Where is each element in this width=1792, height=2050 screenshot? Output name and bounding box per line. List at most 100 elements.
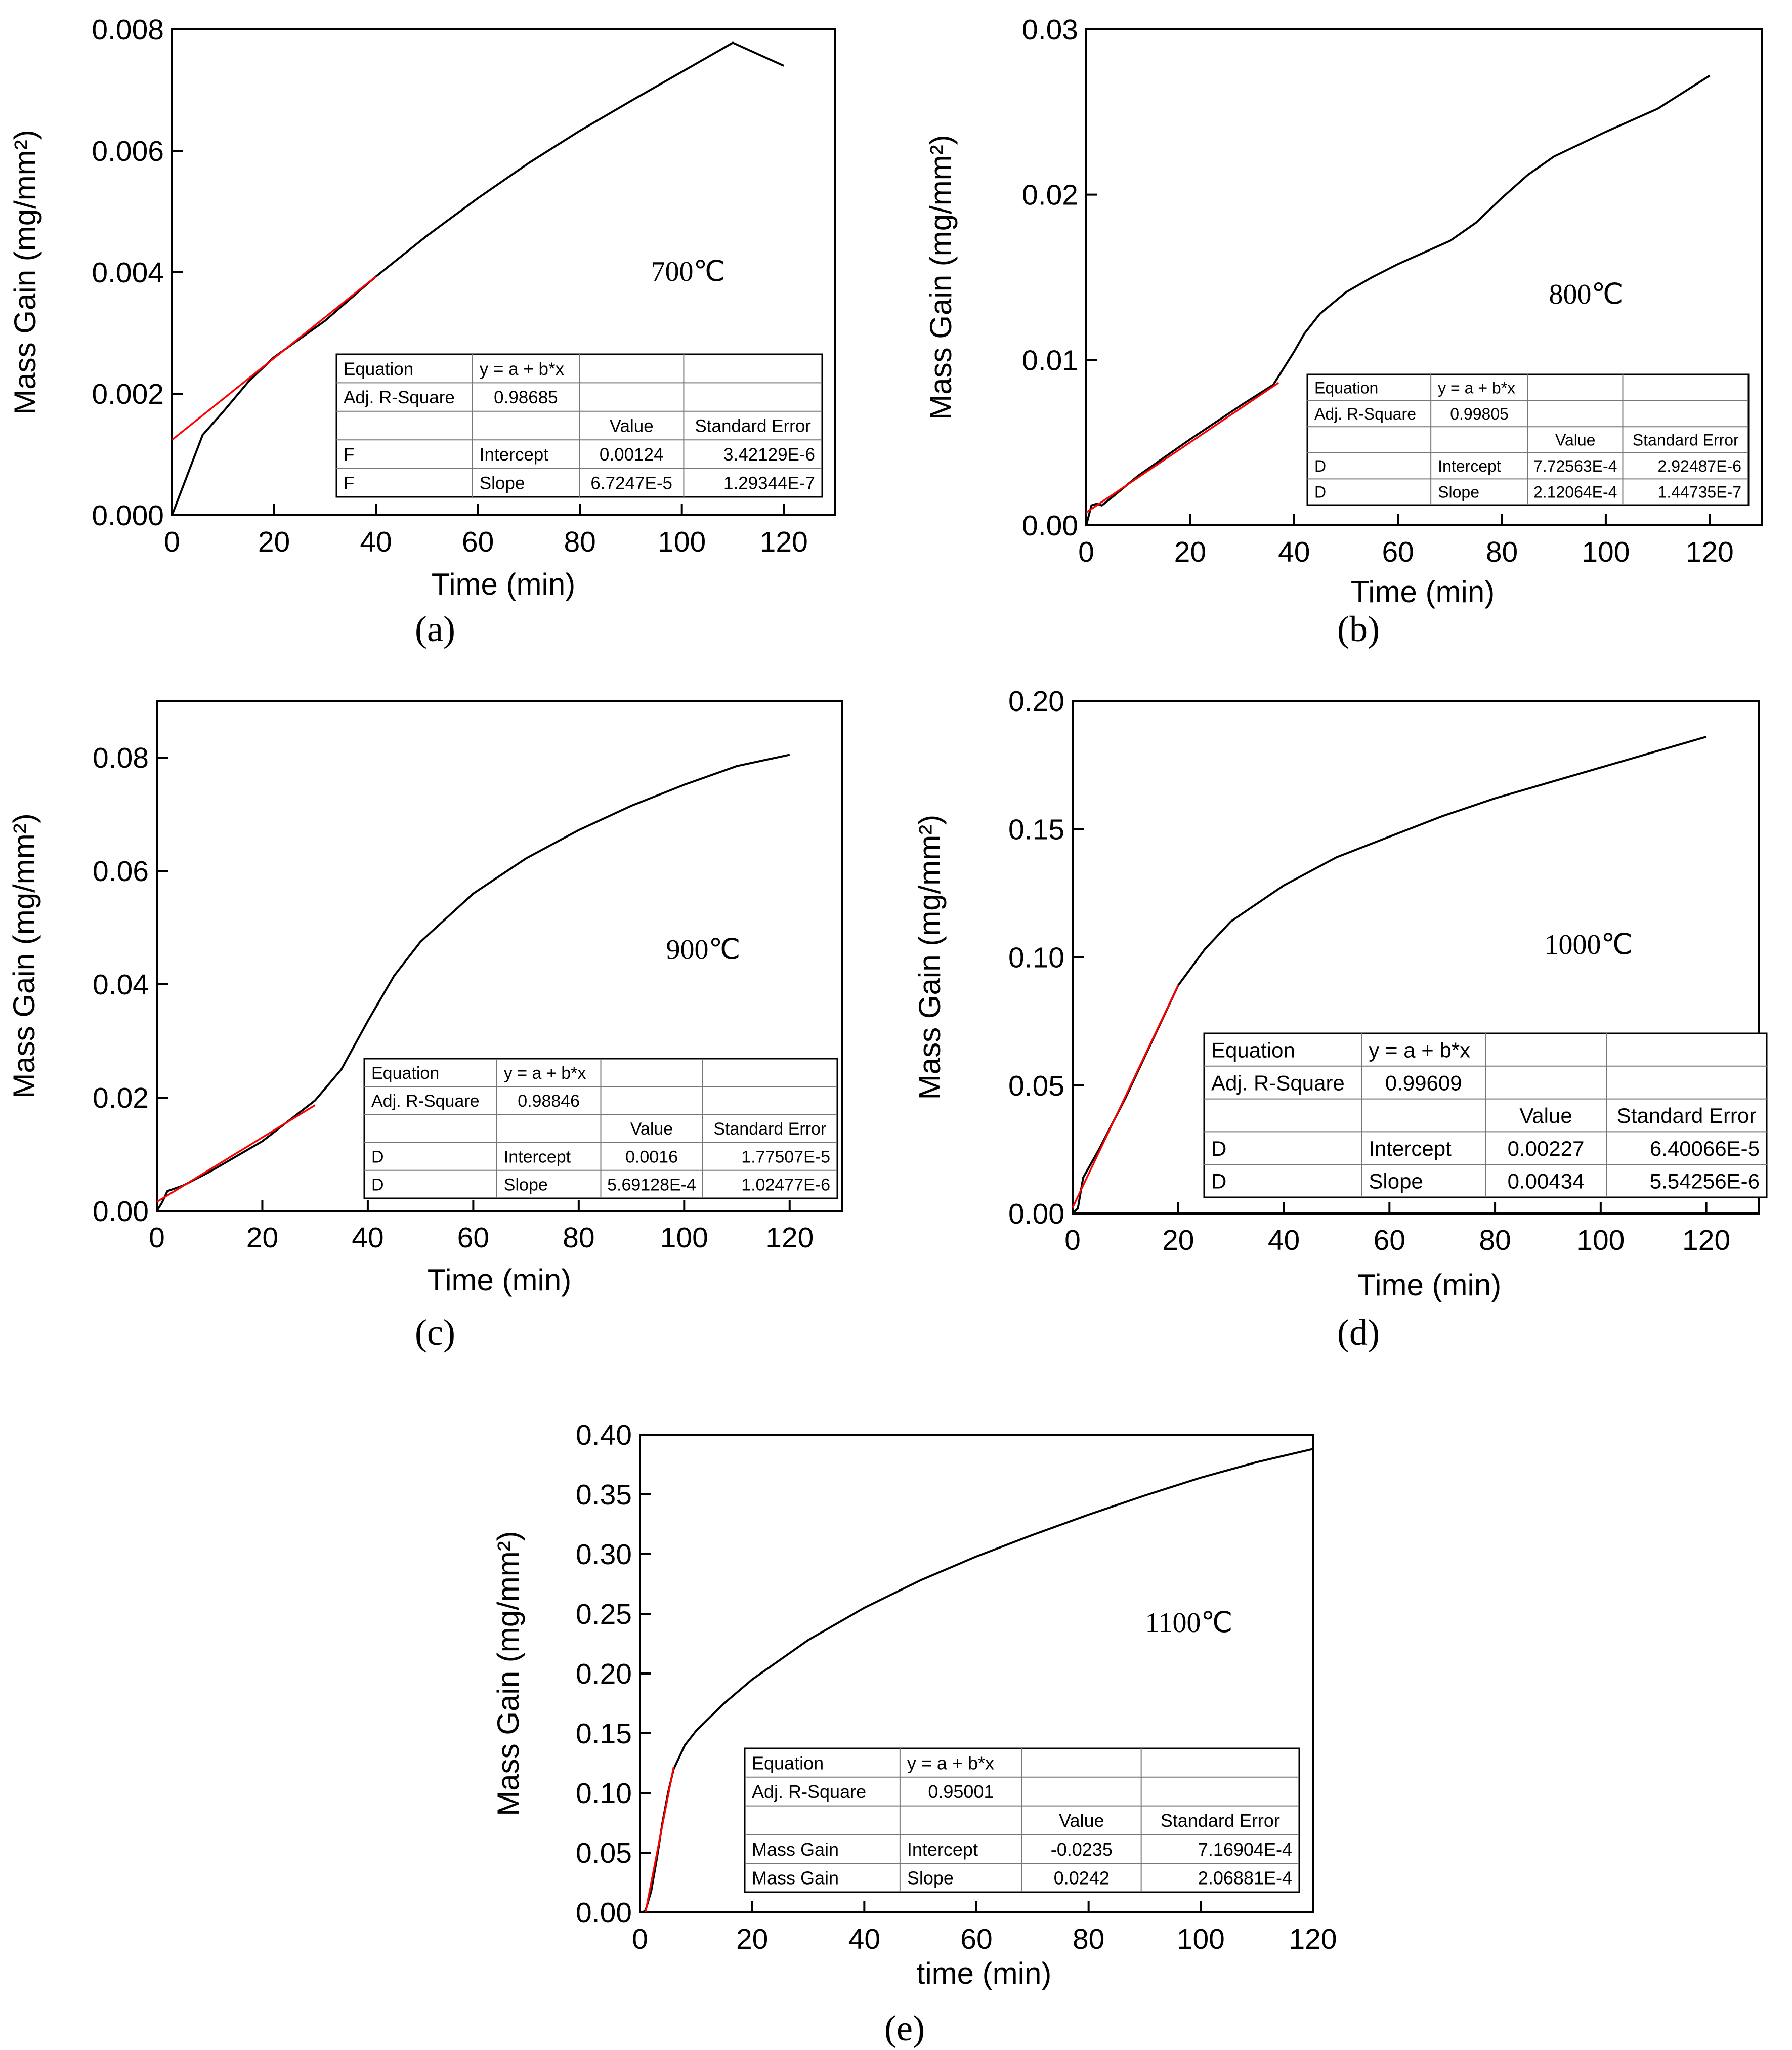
y-tick-label: 0.04 [93,969,149,1001]
fit-table: Equation y = a + b*x Adj. R-Square 0.98846 V… [363,1058,838,1199]
x-axis-title: Time (min) [432,567,575,601]
fit-table: Equation y = a + b*x Adj. R-Square 0.99609 V… [1203,1032,1768,1198]
x-tick-label: 20 [1162,1224,1194,1257]
y-tick-label: 0.008 [92,14,164,46]
x-tick-label: 40 [1278,536,1310,568]
table-row-value: 0.00227 [1508,1137,1585,1160]
standard-error-header: Standard Error [1633,431,1739,449]
temperature-label: 1000℃ [1545,929,1633,960]
y-tick-label: 0.25 [576,1598,632,1630]
x-axis-title: Time (min) [1357,1268,1501,1302]
x-tick-label: 80 [564,526,595,558]
linear-fit-line [171,276,377,441]
x-axis-title: time (min) [917,1956,1052,1990]
x-tick-label: 0 [149,1222,165,1254]
table-row-parameter: Intercept [1438,457,1501,475]
x-tick-label: 40 [848,1923,880,1955]
table-row-value: 0.00434 [1508,1169,1585,1193]
x-tick-label: 80 [1479,1224,1511,1257]
plot-frame [1085,28,1763,526]
adj-r-square-value: 0.95001 [928,1781,994,1802]
x-tick-label: 100 [1576,1224,1625,1257]
linear-fit-line [1072,985,1179,1208]
x-tick-label: 0 [632,1923,648,1955]
linear-fit-line [156,1104,316,1203]
table-row-standard-error: 1.29344E-7 [723,473,815,493]
adj-r-square-value: 0.99805 [1450,405,1509,423]
y-tick-label: 0.35 [576,1479,632,1511]
y-tick-label: 0.02 [93,1082,149,1114]
table-row-parameter: Slope [480,473,525,493]
adj-r-square-label: Adj. R-Square [344,388,455,407]
table-row-parameter: Intercept [907,1839,978,1860]
table-row-dataset: D [1211,1169,1226,1193]
table-row-value: 5.69128E-4 [607,1176,696,1195]
standard-error-header: Standard Error [695,416,811,436]
y-axis-title: Mass Gain (mg/mm²) [491,1531,525,1816]
adj-r-square-label: Adj. R-Square [371,1092,480,1111]
table-row-dataset: D [1314,483,1326,501]
x-tick-label: 120 [1686,536,1734,568]
table-row-standard-error: 1.02477E-6 [741,1176,830,1195]
temperature-label: 800℃ [1549,279,1624,310]
linear-fit-line [1086,382,1279,514]
adj-r-square-label: Adj. R-Square [1314,405,1416,423]
temperature-label: 1100℃ [1145,1607,1233,1639]
y-axis-title: Mass Gain (mg/mm²) [913,815,947,1100]
y-tick-label: 0.02 [1022,179,1078,212]
table-row-value: 0.00124 [600,445,664,465]
panel-label: (c) [415,1312,455,1353]
mass-gain-curve [171,41,785,516]
y-tick-label: 0.20 [576,1658,632,1690]
equation-label: Equation [1314,379,1378,397]
y-axis-title: Mass Gain (mg/mm²) [924,135,958,420]
value-header: Value [1519,1104,1572,1127]
mass-gain-curve [640,1448,1313,1913]
standard-error-header: Standard Error [1161,1810,1280,1831]
x-tick-label: 60 [457,1222,489,1254]
mass-gain-curve [1072,735,1707,1215]
y-tick-label: 0.05 [576,1837,632,1869]
x-tick-label: 40 [360,526,392,558]
x-tick-label: 60 [462,526,494,558]
x-tick-label: 20 [258,526,290,558]
table-row-dataset: F [344,445,354,465]
x-tick-label: 100 [1177,1923,1225,1955]
table-row-value: 2.12064E-4 [1533,483,1617,501]
equation-label: Equation [1211,1038,1295,1062]
table-row-parameter: Slope [907,1868,954,1889]
adj-r-square-label: Adj. R-Square [752,1781,866,1802]
chart-panel-b: 0 20 40 60 80 100 120 0.00 0.01 0.02 0.03 Time (min… [924,14,1763,649]
adj-r-square-label: Adj. R-Square [1211,1071,1345,1095]
y-tick-label: 0.00 [576,1897,632,1929]
table-row-parameter: Intercept [480,445,548,465]
adj-r-square-value: 0.98685 [494,388,558,407]
x-tick-label: 0 [164,526,180,558]
plot-frame [156,700,843,1212]
x-tick-label: 100 [660,1222,708,1254]
x-tick-label: 120 [1682,1224,1730,1257]
table-row-parameter: Intercept [504,1147,571,1166]
chart-panel-c: 0 20 40 60 80 100 120 0.00 0.02 0.04 0.06 0.08 Time … [7,700,843,1353]
x-tick-label: 100 [1582,536,1630,568]
x-tick-label: 80 [1073,1923,1104,1955]
y-axis-title: Mass Gain (mg/mm²) [7,813,41,1098]
table-row-parameter: Slope [1369,1169,1423,1193]
table-row-value: 7.72563E-4 [1533,457,1617,475]
table-row-dataset: Mass Gain [752,1839,839,1860]
table-row-dataset: D [371,1176,384,1195]
y-tick-label: 0.40 [576,1419,632,1451]
table-row-value: -0.0235 [1051,1839,1113,1860]
y-axis-title: Mass Gain (mg/mm²) [8,130,42,414]
table-row-dataset: F [344,473,354,493]
y-tick-label: 0.000 [92,499,164,532]
table-row-standard-error: 5.54256E-6 [1650,1169,1760,1193]
x-tick-label: 120 [765,1222,814,1254]
temperature-label: 700℃ [651,256,726,287]
x-tick-label: 80 [563,1222,594,1254]
equation-label: Equation [371,1064,439,1083]
linear-fit-line [645,1767,675,1913]
x-tick-label: 0 [1064,1224,1081,1257]
